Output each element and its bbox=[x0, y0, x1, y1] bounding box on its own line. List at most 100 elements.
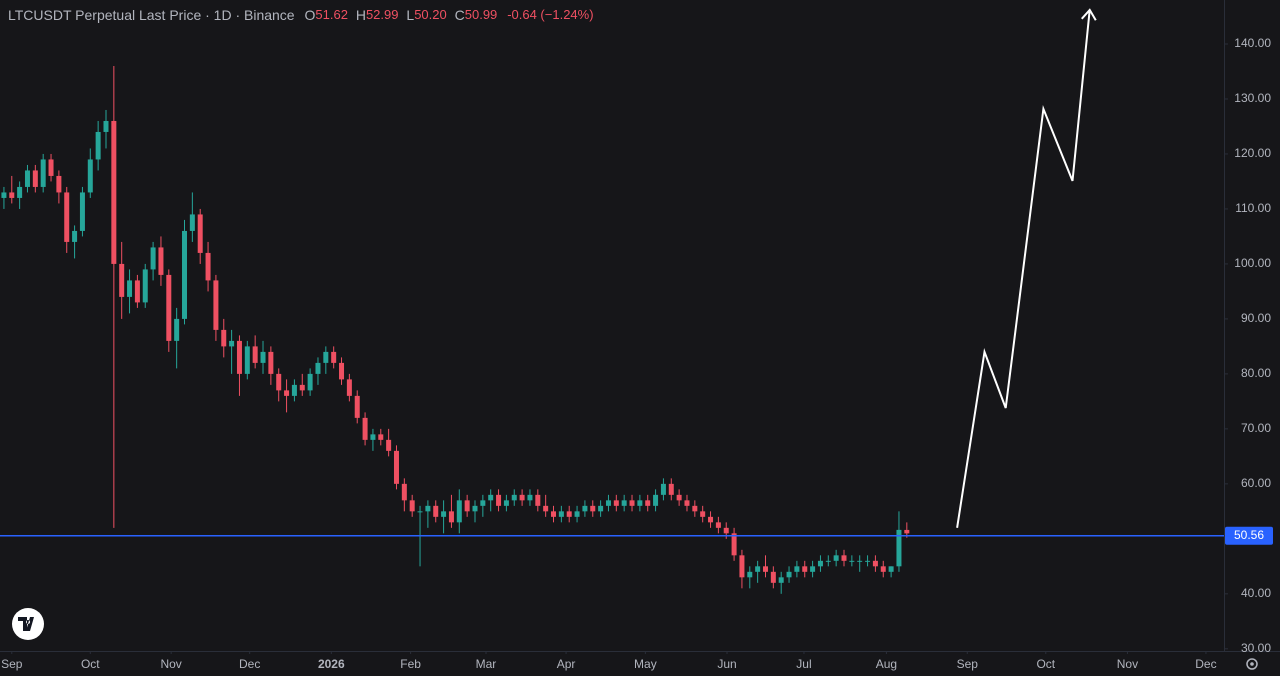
header: LTCUSDT Perpetual Last Price · 1D · Bina… bbox=[8, 7, 594, 23]
candle-body bbox=[747, 571, 753, 578]
y-tick-label: 70.00 bbox=[1241, 421, 1271, 435]
candle-body bbox=[558, 511, 564, 517]
candle-body bbox=[731, 533, 737, 556]
candle-body bbox=[17, 186, 23, 198]
candle-body bbox=[896, 529, 902, 567]
candle-body bbox=[323, 351, 329, 363]
candle-body bbox=[291, 384, 297, 396]
candle-body bbox=[660, 483, 666, 495]
x-tick-label: Jul bbox=[796, 657, 811, 671]
candle-body bbox=[24, 170, 30, 187]
x-tick-label: Mar bbox=[476, 657, 497, 671]
x-tick-label: Dec bbox=[239, 657, 260, 671]
candle-body bbox=[315, 362, 321, 374]
candle-body bbox=[213, 280, 219, 330]
candle-body bbox=[64, 192, 70, 242]
candle-body bbox=[174, 318, 180, 341]
candle-body bbox=[142, 269, 148, 303]
candle-body bbox=[72, 230, 78, 242]
x-tick-label: Apr bbox=[557, 657, 576, 671]
candle-body bbox=[488, 494, 494, 501]
price-label-box bbox=[1225, 526, 1273, 545]
candle-body bbox=[79, 192, 85, 231]
candle-body bbox=[715, 522, 721, 528]
candle-body bbox=[32, 170, 38, 187]
candle-body bbox=[331, 351, 337, 363]
chart-title: LTCUSDT Perpetual Last Price · 1D · Bina… bbox=[8, 7, 295, 23]
legend-key: H bbox=[356, 7, 366, 23]
candle-body bbox=[496, 494, 502, 506]
candle-body bbox=[794, 566, 800, 572]
candle-body bbox=[551, 511, 557, 517]
candle-body bbox=[299, 384, 305, 391]
x-tick-label: May bbox=[634, 657, 657, 671]
legend-value: 50.20 bbox=[414, 7, 447, 22]
candle-body bbox=[543, 505, 549, 512]
candle-body bbox=[339, 362, 345, 380]
candle-body bbox=[605, 500, 611, 506]
candle-body bbox=[417, 511, 423, 513]
candle-body bbox=[480, 500, 486, 506]
candle-body bbox=[527, 494, 533, 501]
candle-body bbox=[370, 434, 376, 440]
candle-body bbox=[425, 505, 431, 512]
candle-body bbox=[778, 577, 784, 583]
x-tick-label: Oct bbox=[1036, 657, 1055, 671]
candle-body bbox=[841, 555, 847, 561]
candle-body bbox=[888, 566, 894, 572]
legend-key: O bbox=[305, 7, 316, 23]
x-tick-label: 2026 bbox=[318, 657, 345, 671]
x-tick-label: Nov bbox=[160, 657, 181, 671]
candle-body bbox=[904, 529, 910, 534]
candle-body bbox=[692, 505, 698, 512]
candle-body bbox=[111, 120, 117, 264]
candle-body bbox=[189, 214, 195, 231]
x-tick-label: Oct bbox=[81, 657, 100, 671]
x-tick-label: Dec bbox=[1195, 657, 1216, 671]
candle-body bbox=[103, 120, 109, 132]
candle-body bbox=[386, 439, 392, 451]
candle-body bbox=[825, 560, 831, 562]
candle-body bbox=[668, 483, 674, 495]
candle-body bbox=[503, 500, 509, 506]
x-tick-label: Feb bbox=[400, 657, 421, 671]
x-tick-label: Aug bbox=[876, 657, 897, 671]
candle-body bbox=[393, 450, 399, 484]
candle-body bbox=[307, 373, 313, 391]
candle-body bbox=[676, 494, 682, 501]
change: -0.64 (−1.24%) bbox=[507, 7, 593, 22]
candle-body bbox=[205, 252, 211, 281]
candle-body bbox=[95, 131, 101, 160]
candle-body bbox=[833, 555, 839, 561]
candle-body bbox=[119, 263, 125, 297]
candle-body bbox=[150, 247, 156, 270]
y-tick-label: 140.00 bbox=[1234, 36, 1271, 50]
projection-line bbox=[956, 9, 1091, 528]
candle-body bbox=[653, 494, 659, 506]
candle-body bbox=[1, 192, 7, 198]
candle-body bbox=[158, 247, 164, 275]
candle-body bbox=[637, 500, 643, 506]
candle-body bbox=[708, 516, 714, 523]
plot bbox=[0, 8, 1224, 594]
candle-body bbox=[865, 560, 871, 562]
candle-body bbox=[441, 511, 447, 517]
legend-key: L bbox=[406, 7, 414, 23]
y-tick-label: 80.00 bbox=[1241, 366, 1271, 380]
candle-body bbox=[519, 494, 525, 501]
projection-arrowhead bbox=[1081, 8, 1097, 21]
candle-body bbox=[236, 340, 242, 374]
candle-body bbox=[197, 214, 203, 253]
candle-body bbox=[221, 329, 227, 347]
candle-body bbox=[621, 500, 627, 506]
candle-body bbox=[755, 566, 761, 572]
x-tick-label: Sep bbox=[957, 657, 979, 671]
candle-body bbox=[802, 566, 808, 572]
tradingview-logo bbox=[12, 608, 44, 640]
candle-body bbox=[684, 500, 690, 506]
settings-icon[interactable] bbox=[1246, 658, 1258, 670]
candle-body bbox=[770, 571, 776, 583]
